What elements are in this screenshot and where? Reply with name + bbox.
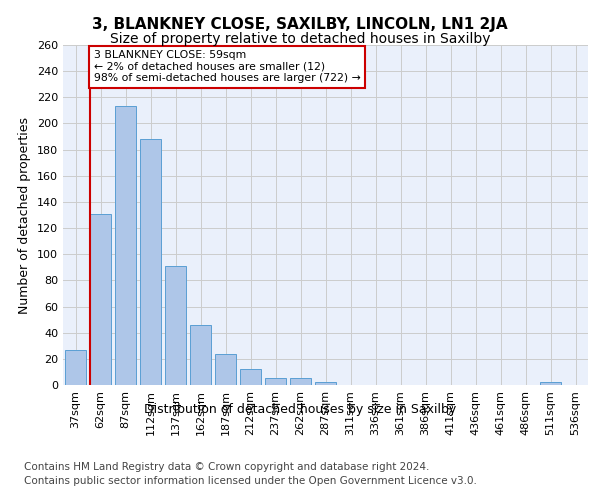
Text: Distribution of detached houses by size in Saxilby: Distribution of detached houses by size …: [144, 402, 456, 415]
Bar: [190, 325, 211, 385]
Text: Size of property relative to detached houses in Saxilby: Size of property relative to detached ho…: [110, 32, 490, 46]
Bar: [540, 382, 561, 385]
Text: 3, BLANKNEY CLOSE, SAXILBY, LINCOLN, LN1 2JA: 3, BLANKNEY CLOSE, SAXILBY, LINCOLN, LN1…: [92, 18, 508, 32]
Bar: [115, 106, 136, 385]
Bar: [215, 354, 236, 385]
Bar: [315, 382, 336, 385]
Bar: [265, 378, 286, 385]
Bar: [140, 139, 161, 385]
Text: Contains HM Land Registry data © Crown copyright and database right 2024.: Contains HM Land Registry data © Crown c…: [24, 462, 430, 472]
Bar: [90, 214, 111, 385]
Bar: [165, 266, 186, 385]
Bar: [65, 350, 86, 385]
Text: Contains public sector information licensed under the Open Government Licence v3: Contains public sector information licen…: [24, 476, 477, 486]
Text: 3 BLANKNEY CLOSE: 59sqm
← 2% of detached houses are smaller (12)
98% of semi-det: 3 BLANKNEY CLOSE: 59sqm ← 2% of detached…: [94, 50, 361, 84]
Bar: [290, 378, 311, 385]
Y-axis label: Number of detached properties: Number of detached properties: [19, 116, 31, 314]
Bar: [240, 370, 261, 385]
